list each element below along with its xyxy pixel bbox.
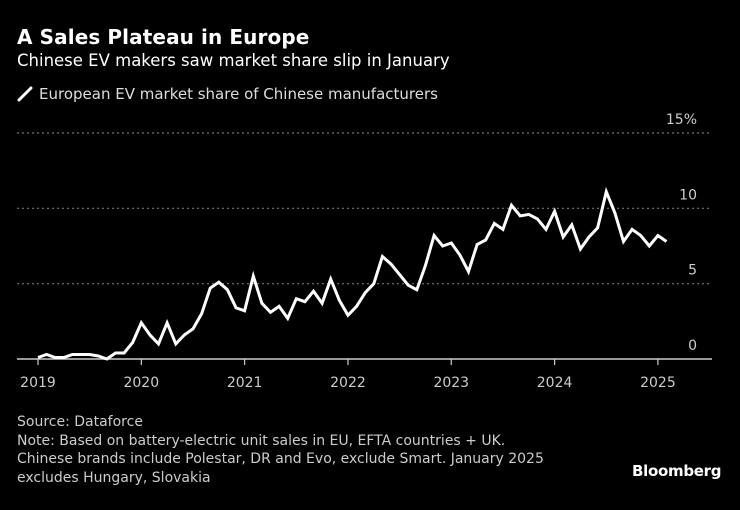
note-line: Chinese brands include Polestar, DR and … (17, 451, 544, 467)
series (37, 186, 668, 361)
x-tick-label: 2024 (537, 375, 573, 391)
x-tick-label: 2022 (330, 375, 366, 391)
legend: European EV market share of Chinese manu… (17, 85, 438, 103)
chart-subtitle: Chinese EV makers saw market share slip … (17, 51, 450, 70)
x-tick-label: 2019 (20, 375, 56, 391)
y-tick-label: 10 (679, 187, 697, 203)
chart-title: A Sales Plateau in Europe (17, 25, 310, 49)
note-line: Note: Based on battery-electric unit sal… (17, 432, 506, 449)
bloomberg-logo: Bloomberg (632, 462, 722, 480)
y-tick-label: 5 (688, 263, 697, 279)
y-axis: 0 5 10 15% (666, 112, 697, 354)
x-tick-label: 2025 (640, 375, 676, 391)
footer: Source: Dataforce Note: Based on battery… (17, 413, 544, 487)
x-tick-label: 2023 (433, 375, 469, 391)
source-text: Source: Dataforce (17, 414, 143, 430)
gridlines (17, 132, 712, 285)
y-tick-label: 15% (666, 112, 697, 128)
x-tick-label: 2020 (123, 375, 159, 391)
legend-label: European EV market share of Chinese manu… (39, 85, 438, 103)
x-axis: 2019 2020 2021 2022 2023 2024 2025 (17, 358, 712, 391)
y-tick-label: 0 (688, 338, 697, 354)
line-swatch-icon (17, 86, 33, 102)
series-line-chinese-ev-share (37, 186, 668, 361)
x-tick-label: 2021 (227, 375, 263, 391)
note-line: excludes Hungary, Slovakia (17, 469, 211, 486)
